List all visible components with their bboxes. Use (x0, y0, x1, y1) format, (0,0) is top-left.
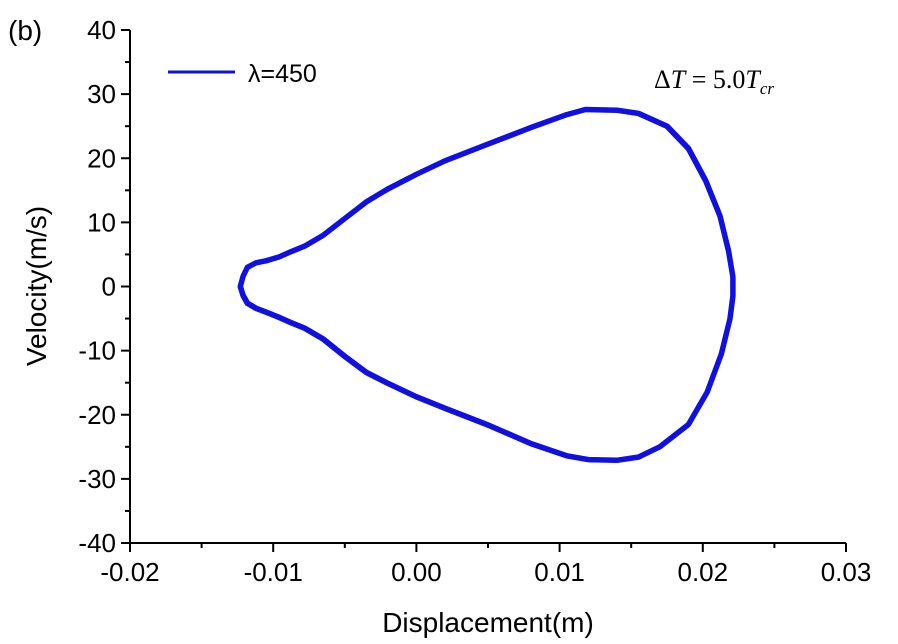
annotation-subscript: cr (760, 79, 775, 98)
y-axis-title: Velocity(m/s) (21, 206, 52, 366)
y-tick-label: -40 (78, 528, 116, 558)
y-tick-label: 40 (87, 15, 116, 45)
annotation-t: T (671, 65, 687, 94)
y-tick-label: 0 (102, 272, 116, 302)
legend-label: λ=450 (248, 60, 317, 88)
series-line-cycle (241, 107, 736, 460)
y-tick-label: -30 (78, 464, 116, 494)
x-tick-label: -0.01 (244, 557, 303, 587)
x-tick-label: 0.00 (391, 557, 442, 587)
panel-label: (b) (8, 15, 42, 46)
x-axis-title: Displacement(m) (382, 607, 594, 638)
series-layer (237, 106, 736, 464)
y-tick-label: -20 (78, 400, 116, 430)
x-tick-label: 0.03 (821, 557, 872, 587)
axes-layer: -0.02 -0.01 0.00 0.01 0.02 0.03 -40 -30 -20 -10 0 1… (78, 15, 871, 587)
legend: λ=450 (168, 60, 317, 88)
y-tick-label: 30 (87, 79, 116, 109)
y-tick-label: -10 (78, 336, 116, 366)
annotation-t2: T (745, 65, 761, 94)
annotation-delta: Δ (654, 65, 671, 94)
y-tick-label: 10 (87, 207, 116, 237)
series-line-cycle (238, 110, 733, 463)
x-tick-label: 0.02 (677, 557, 728, 587)
x-tick-label: 0.01 (534, 557, 585, 587)
x-tick-label: -0.02 (100, 557, 159, 587)
annotation-equals: = 5.0 (685, 65, 745, 94)
y-tick-label: 20 (87, 143, 116, 173)
series-line (237, 106, 736, 464)
delta-t-annotation: ΔT = 5.0Tcr (654, 65, 774, 98)
